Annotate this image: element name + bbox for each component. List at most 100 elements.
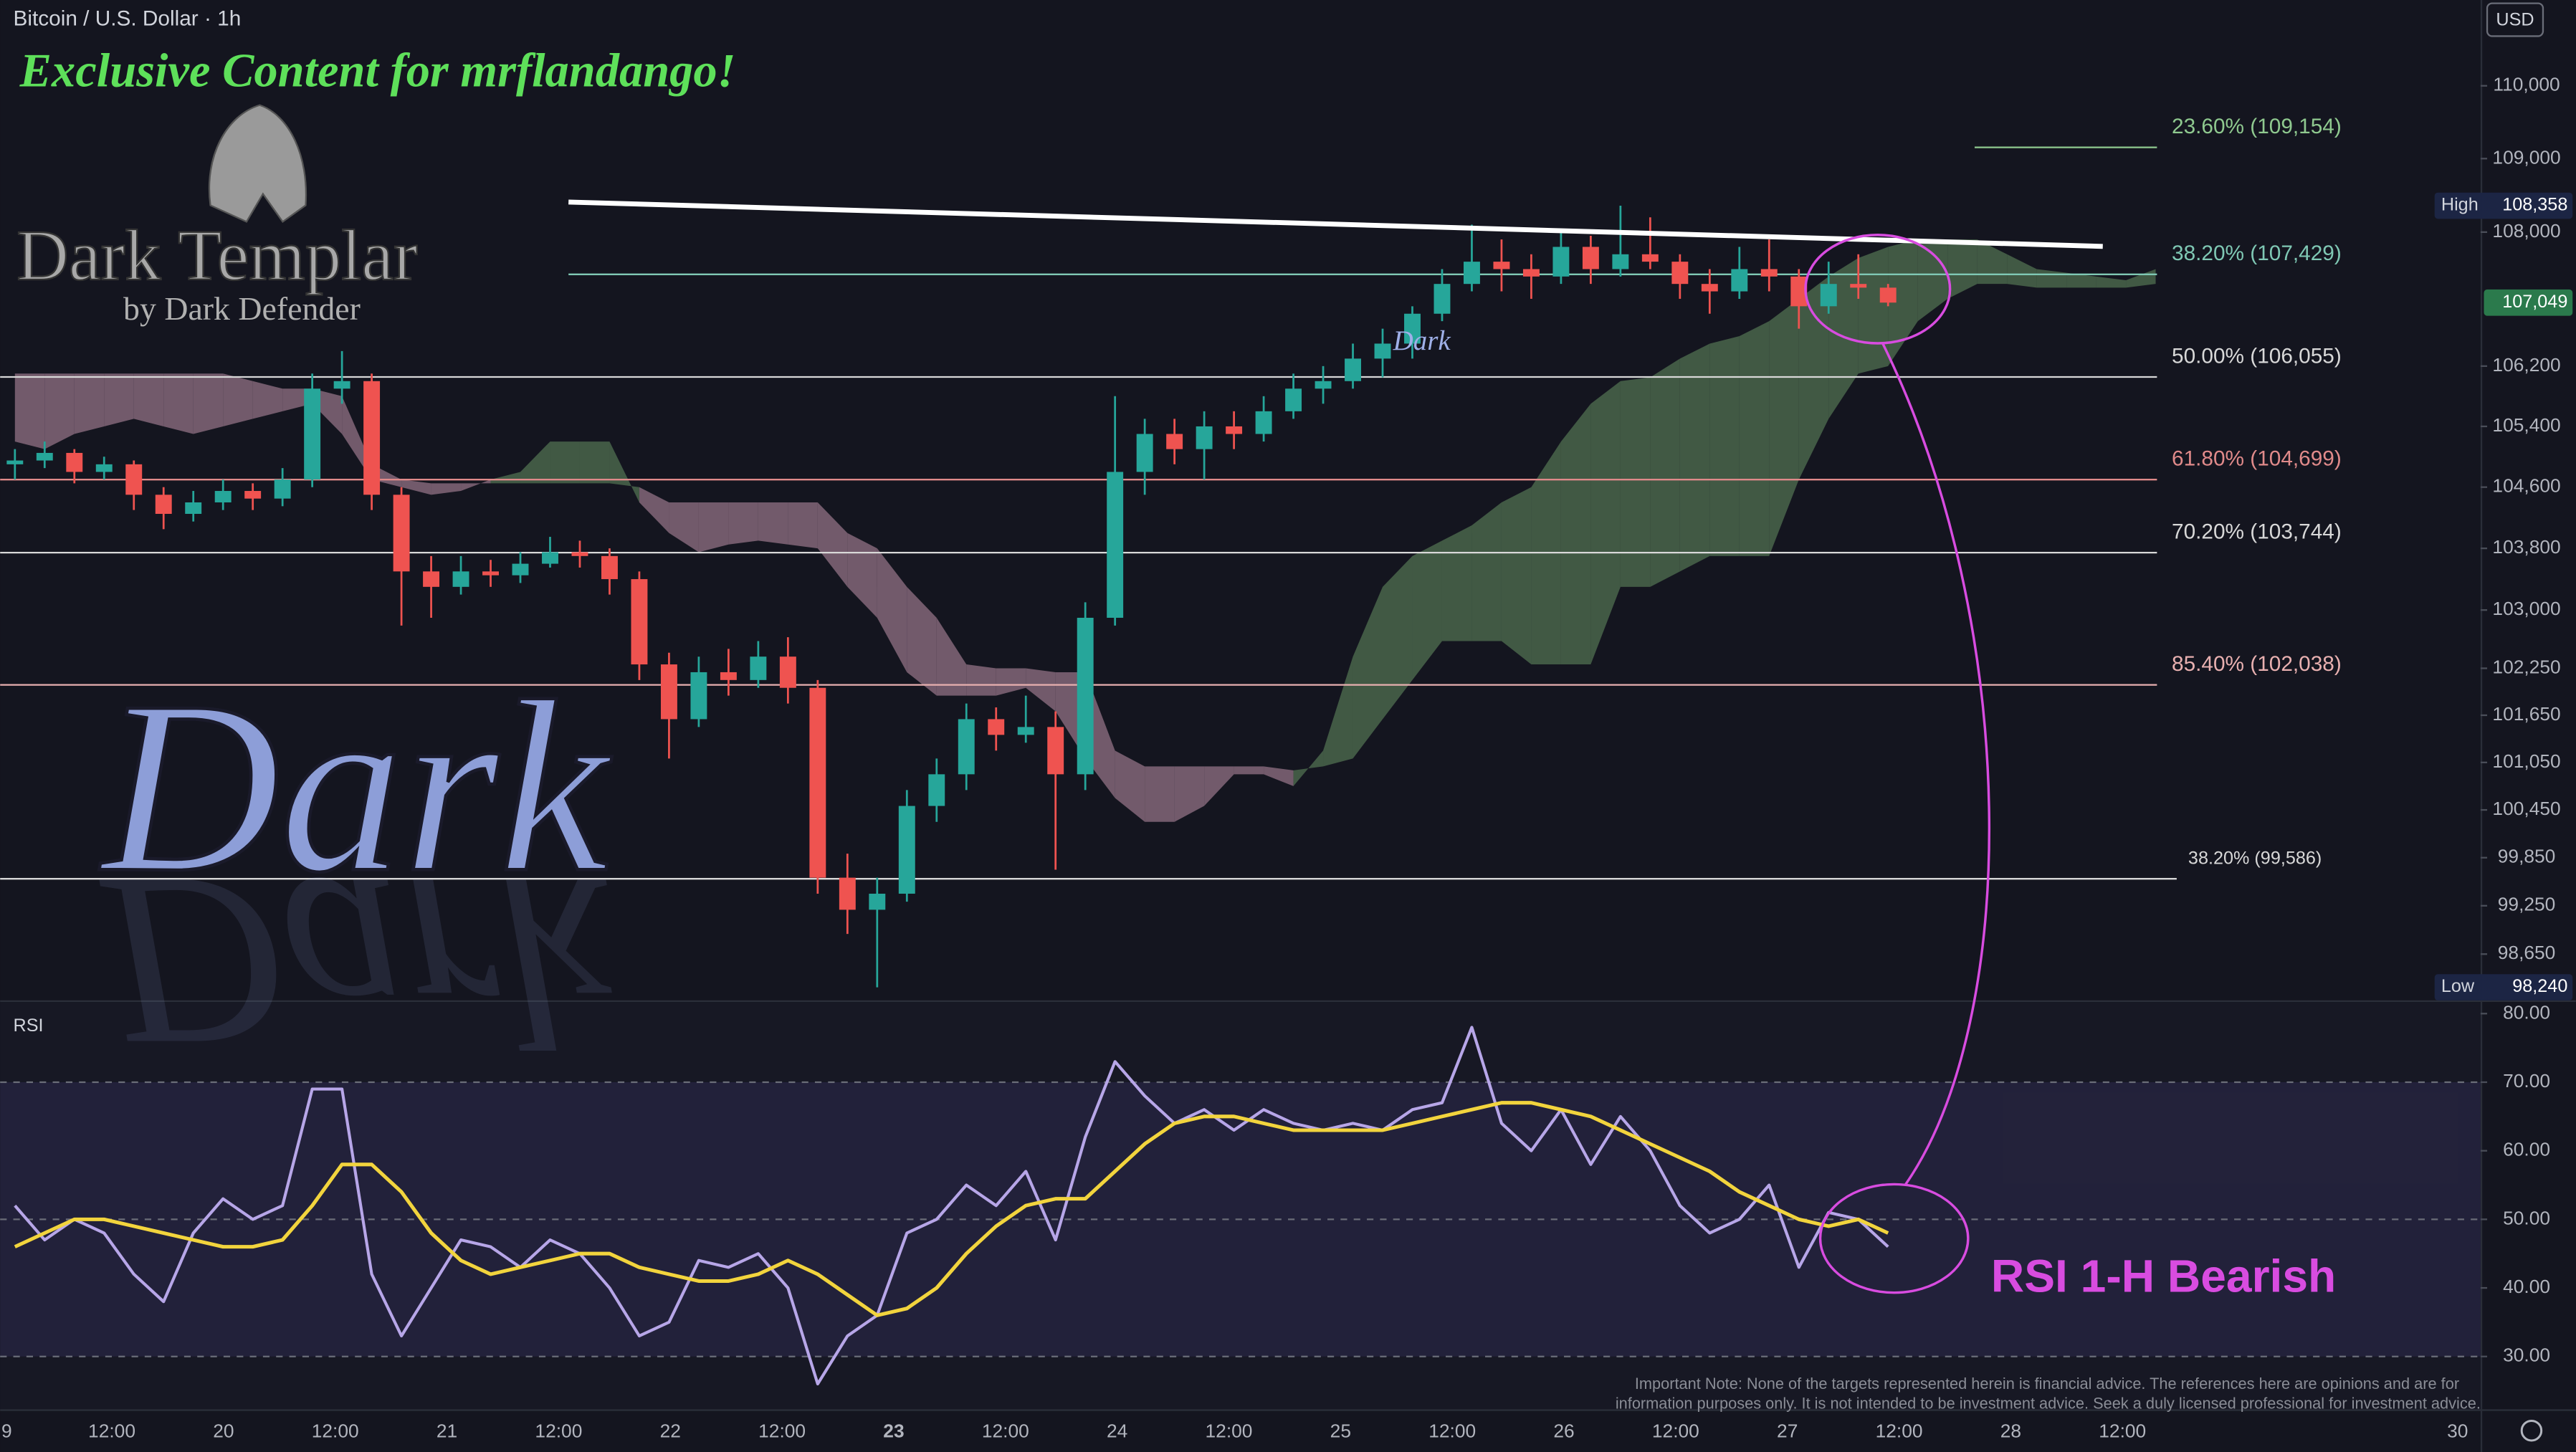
cloud-segment [223,373,253,426]
chart-tag: Dark [1393,325,1451,356]
cloud-segment [1204,766,1234,806]
cloud-segment [520,441,550,484]
y-tick-label: 108,000 [2492,220,2560,242]
price-tag-label: 107,049 [2502,292,2567,312]
candle-body [1345,358,1361,381]
candle-body [125,464,143,495]
y-tick-label: 104,600 [2492,475,2560,497]
price-tag [2434,192,2573,219]
y-tick-label: 109,000 [2492,146,2560,168]
highlight-circle [1818,1183,1970,1294]
candle-body [690,672,707,720]
currency-label[interactable]: USD [2496,9,2534,29]
cloud-segment [1026,668,1056,712]
candle-body [1107,472,1124,618]
cloud-segment [877,548,907,672]
candle-body [1404,313,1421,344]
candle-body [1701,284,1718,292]
cloud-segment [579,441,610,484]
cloud-segment [461,479,491,492]
x-tick-label: 12:00 [88,1420,135,1441]
candle-body [1820,284,1837,307]
candle-body [1879,287,1897,303]
candle-body [1582,247,1599,269]
candle-body [1493,262,1510,269]
x-tick-label: 27 [1777,1420,1798,1441]
candle-body [95,464,113,472]
currency-button[interactable] [2486,2,2544,37]
candle-body [1790,276,1808,307]
fib-label: 85.40% (102,038) [2172,652,2342,676]
x-tick-label: 22 [660,1420,681,1441]
cloud-segment [1798,276,1829,480]
axis-layer: 110,000 109,000 108,000 106,200 105,400 104,6… [1,74,2573,1441]
y-tick-label: 101,050 [2492,750,2560,772]
candles-layer [6,206,1897,1386]
candle-body [244,491,262,499]
cloud-segment [1174,766,1205,822]
cloud-segment [1977,239,2008,285]
settings-icon[interactable] [2520,1419,2543,1442]
x-tick-label: 12:00 [1428,1420,1476,1441]
candle-body [1315,381,1332,389]
cloud-segment [966,664,996,696]
rsi-line [14,1101,1889,1317]
x-tick-label: 12:00 [758,1420,806,1441]
candle-body [809,687,826,878]
candle-body [304,388,321,480]
x-tick-label: 25 [1330,1420,1351,1441]
candle-body [512,563,529,575]
cloud-segment [1709,335,1740,556]
candle-body [363,381,381,495]
x-tick-label: 12:00 [1206,1420,1253,1441]
logo-subtitle: by Dark Defender [123,290,361,327]
y-tick-label: 103,800 [2492,536,2560,558]
x-tick-label: 21 [437,1420,457,1441]
cloud-segment [550,441,580,484]
candle-body [1166,434,1183,449]
cloud-segment [1441,525,1472,641]
y-tick-label: 102,250 [2492,656,2560,677]
candle-body [898,806,915,894]
candle-body [274,479,291,499]
y-tick-label: 70.00 [2503,1070,2550,1092]
cloud-segment [1888,239,1918,366]
x-tick-label: 20 [213,1420,234,1441]
cloud-segment [431,483,462,495]
disclaimer: Important Note: None of the targets repr… [1635,1375,2459,1393]
fib-label: 23.60% (109,154) [2172,115,2342,138]
cloud-segment [252,381,283,419]
cloud-segment [1234,766,1264,775]
cloud-segment [1858,247,1889,374]
y-tick-label: 99,850 [2498,846,2556,867]
candle-body [1255,411,1272,434]
cloud-segment [1353,586,1383,759]
candle-body [779,656,796,688]
x-tick-label: 28 [2000,1420,2021,1441]
cloud-segment [1947,239,1978,299]
candle-body [1612,254,1629,269]
candle-body [1047,727,1064,775]
symbol-title: Bitcoin / U.S. Dollar · 1h [14,6,242,30]
candle-body [1760,269,1778,277]
candle-body [155,495,172,514]
cloud-segment [936,618,967,696]
candle-body [452,571,469,587]
x-tick-label: 24 [1107,1420,1127,1441]
candle-body [185,502,202,514]
x-tick-label: 26 [1553,1420,1574,1441]
y-tick-label: 100,450 [2492,798,2560,819]
candle-body [839,877,856,910]
candle-body [660,664,677,720]
y-tick-label: 30.00 [2503,1344,2550,1366]
cloud-segment [1412,540,1442,680]
candle-body [1641,254,1659,262]
disclaimer: information purposes only. It is not int… [1616,1394,2481,1412]
cloud-segment [193,373,224,434]
connector-arrow [1881,343,1991,1185]
candle-body [928,774,945,806]
candle-body [482,571,499,575]
y-tick-label: 99,250 [2498,894,2556,915]
y-tick-label: 80.00 [2503,1001,2550,1023]
cloud-segment [74,373,105,434]
